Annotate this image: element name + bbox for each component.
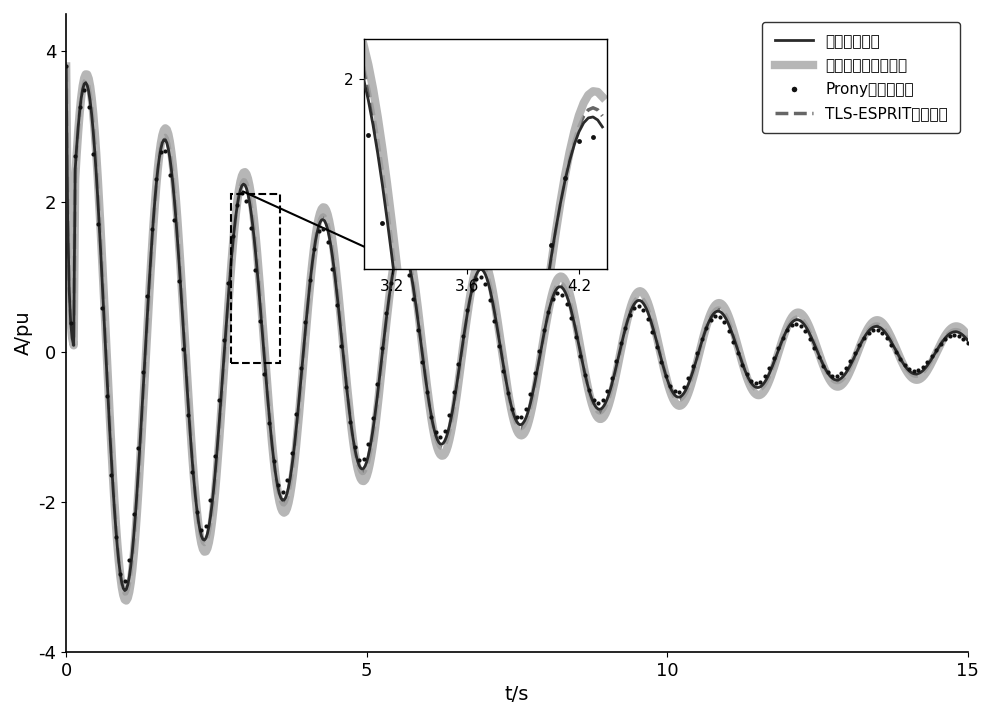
TLS-ESPRIT拟合曲线 [230,210,242,219]
TLS-ESPRIT拟合曲线 [119,589,131,598]
Y-axis label: A/pu: A/pu [14,311,33,355]
本发明方法拟合曲线 [230,209,242,218]
Prony法拟合曲线 [146,224,158,233]
Prony法拟合曲线 [890,348,902,356]
Prony法拟合曲线 [119,577,131,586]
Prony法拟合曲线 [65,318,76,327]
TLS-ESPRIT拟合曲线 [903,368,915,376]
原始信号曲线 [117,584,129,592]
原始信号曲线 [61,62,72,71]
本发明方法拟合曲线 [961,332,973,340]
Prony法拟合曲线 [61,62,72,71]
原始信号曲线 [780,327,791,336]
X-axis label: t/s: t/s [504,685,529,704]
原始信号曲线 [230,210,242,219]
本发明方法拟合曲线 [120,596,132,605]
原始信号曲线 [359,462,371,470]
TLS-ESPRIT拟合曲线 [117,586,129,595]
Prony法拟合曲线 [961,339,973,348]
原始信号曲线 [961,336,973,345]
Prony法拟合曲线 [394,251,406,259]
TLS-ESPRIT拟合曲线 [359,467,371,475]
Line: Prony法拟合曲线: Prony法拟合曲线 [65,65,970,584]
原始信号曲线 [903,366,915,375]
Line: 原始信号曲线: 原始信号曲线 [67,67,967,590]
TLS-ESPRIT拟合曲线 [61,62,72,71]
原始信号曲线 [119,586,131,595]
Line: TLS-ESPRIT拟合曲线: TLS-ESPRIT拟合曲线 [67,67,967,594]
本发明方法拟合曲线 [903,370,915,379]
本发明方法拟合曲线 [780,326,791,335]
本发明方法拟合曲线 [934,340,946,348]
Legend: 原始信号曲线, 本发明方法拟合曲线, Prony法拟合曲线, TLS-ESPRIT拟合曲线: 原始信号曲线, 本发明方法拟合曲线, Prony法拟合曲线, TLS-ESPRI… [763,22,960,134]
Prony法拟合曲线 [443,411,455,419]
Prony法拟合曲线 [551,289,563,297]
本发明方法拟合曲线 [117,591,129,600]
原始信号曲线 [934,340,946,348]
TLS-ESPRIT拟合曲线 [780,327,791,336]
Bar [231,194,279,363]
本发明方法拟合曲线 [61,62,72,71]
Line: 本发明方法拟合曲线: 本发明方法拟合曲线 [67,67,967,600]
TLS-ESPRIT拟合曲线 [934,340,946,348]
TLS-ESPRIT拟合曲线 [961,335,973,343]
本发明方法拟合曲线 [359,475,371,484]
